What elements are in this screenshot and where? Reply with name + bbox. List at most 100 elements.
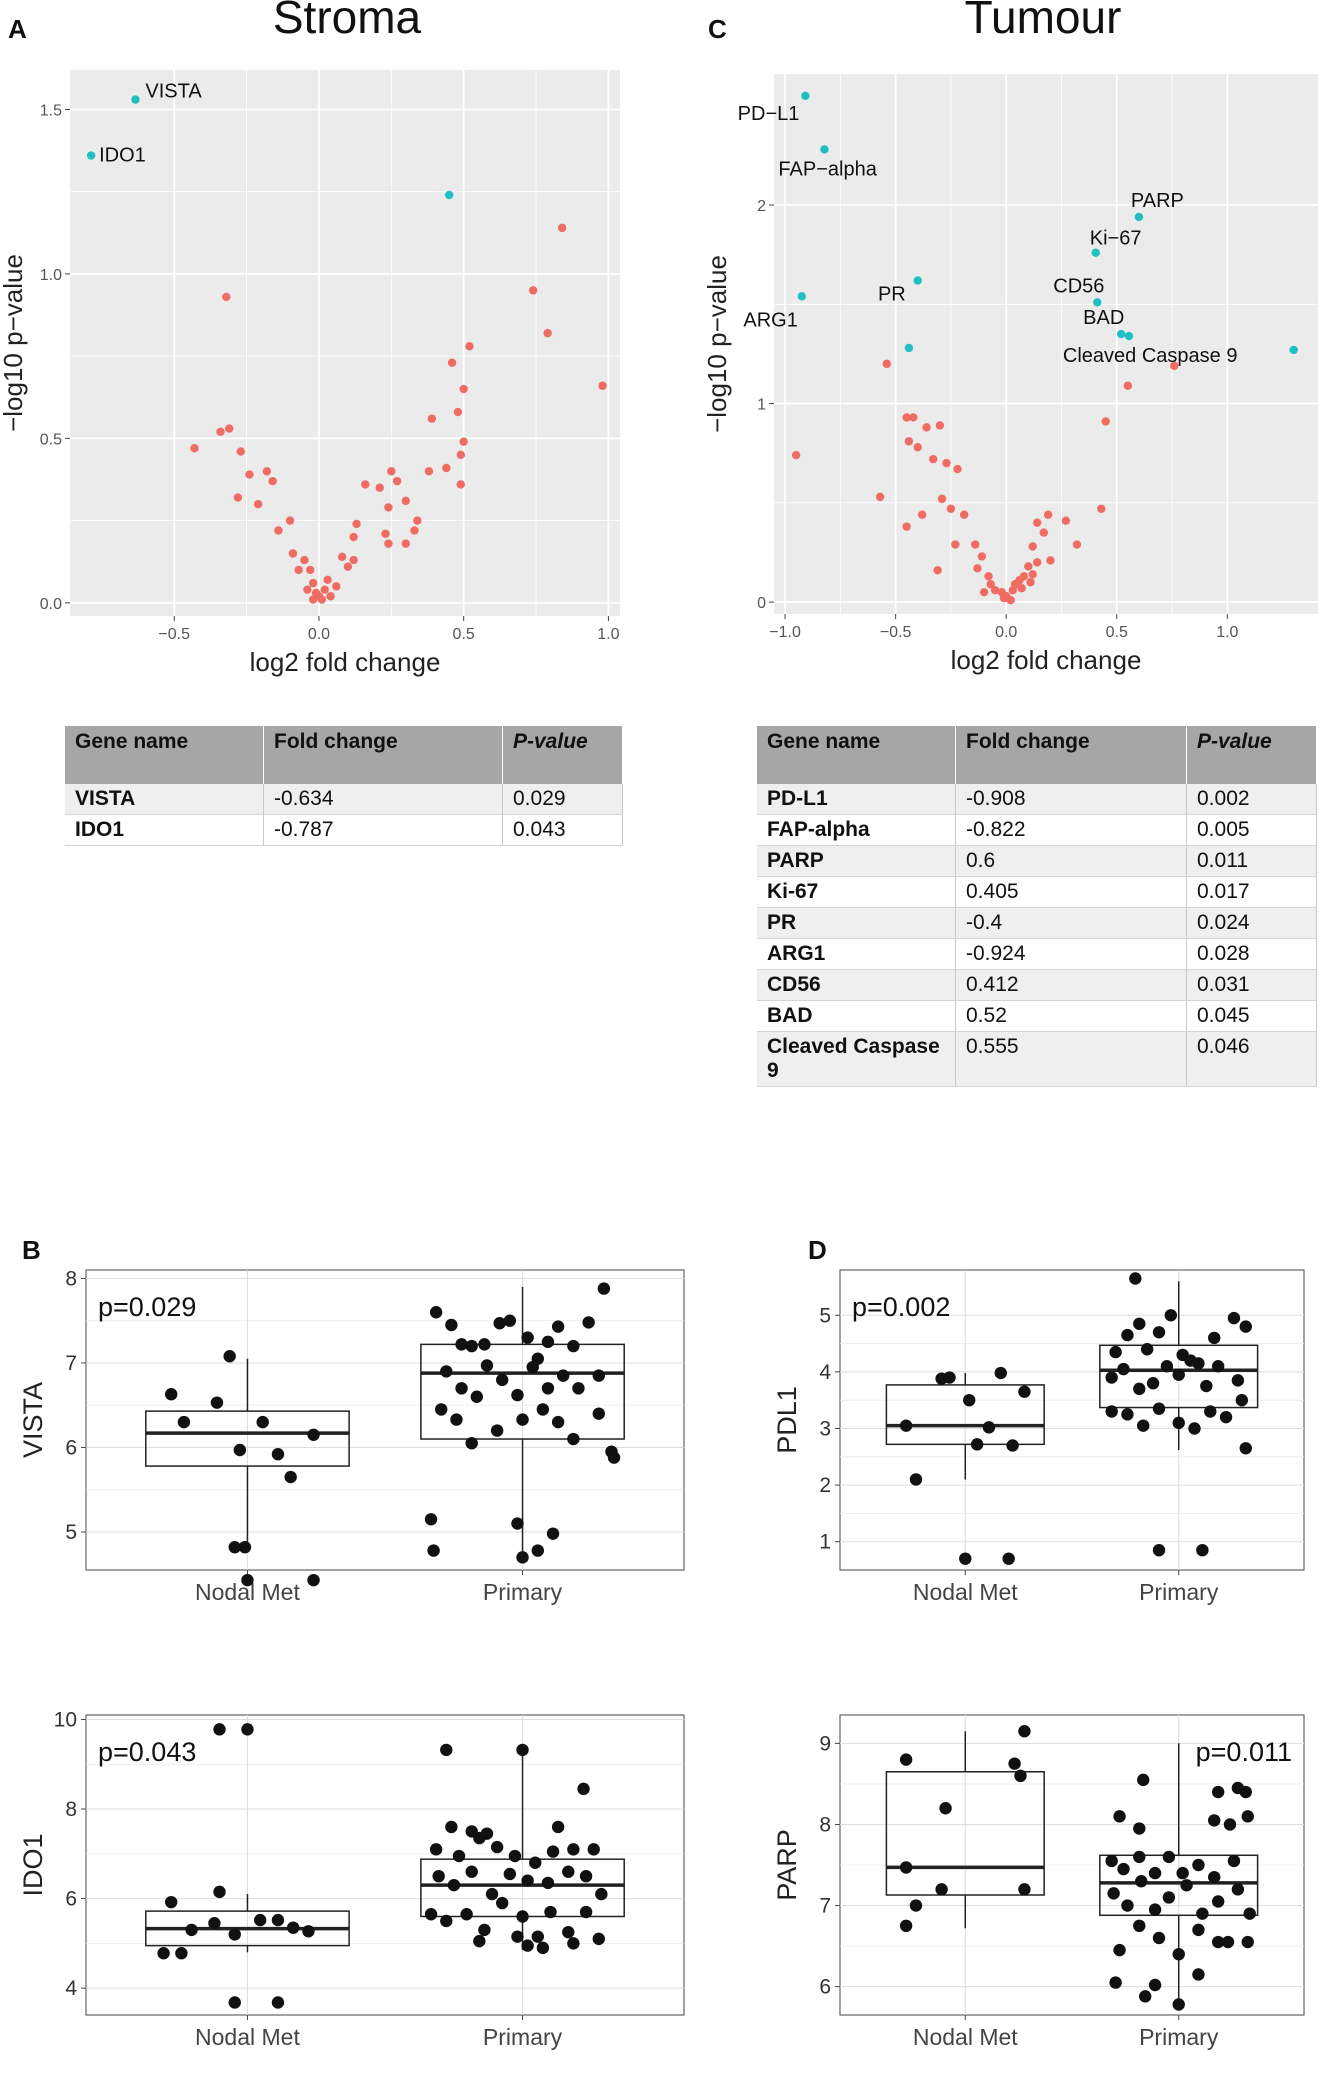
data-point-nonsignificant xyxy=(237,447,245,455)
y-tick-label: 4 xyxy=(819,1361,831,1384)
p-value-cell: 0.043 xyxy=(503,815,623,846)
x-tick-label: Primary xyxy=(483,2024,563,2050)
data-point xyxy=(175,1947,187,1959)
data-point xyxy=(239,1541,251,1553)
gene-cell: FAP-alpha xyxy=(757,815,956,846)
data-point xyxy=(223,1350,235,1362)
y-tick-label: 0.5 xyxy=(40,431,62,448)
p-value-cell: 0.005 xyxy=(1187,815,1317,846)
gene-label: ARG1 xyxy=(743,309,797,331)
data-point xyxy=(567,1937,579,1949)
data-point-nonsignificant xyxy=(268,477,276,485)
data-point xyxy=(272,1996,284,2008)
tumour-volcano-plot: −1.0 −0.5 0.0 0.5 1.0012PD−L1FAP−alphaPARPKi… xyxy=(700,60,1333,690)
data-point xyxy=(910,1473,922,1485)
data-point-nonsignificant xyxy=(1124,381,1132,389)
data-point-nonsignificant xyxy=(902,522,910,530)
data-point-significant xyxy=(131,95,139,103)
data-point xyxy=(213,1723,225,1735)
data-point-nonsignificant xyxy=(402,497,410,505)
data-point-nonsignificant xyxy=(1033,558,1041,566)
p-value-annotation: p=0.029 xyxy=(98,1292,196,1322)
data-point xyxy=(1240,1442,1252,1454)
data-point xyxy=(598,1282,610,1294)
data-point xyxy=(1204,1405,1216,1417)
tumour-plot-title: Tumour xyxy=(843,0,1243,44)
p-value-annotation: p=0.002 xyxy=(852,1292,950,1322)
x-tick-label: Nodal Met xyxy=(195,2024,300,2050)
data-point-nonsignificant xyxy=(1044,511,1052,519)
y-tick-label: 8 xyxy=(65,1267,77,1290)
data-point xyxy=(435,1403,447,1415)
data-point xyxy=(1018,1725,1030,1737)
p-value-cell: 0.031 xyxy=(1187,970,1317,1001)
data-point-nonsignificant xyxy=(274,526,282,534)
table-row: ARG1 -0.924 0.028 xyxy=(757,939,1317,970)
data-point-nonsignificant xyxy=(376,484,384,492)
data-point xyxy=(1129,1272,1141,1284)
table-row: FAP-alpha -0.822 0.005 xyxy=(757,815,1317,846)
data-point xyxy=(1149,1903,1161,1915)
x-tick-label: Primary xyxy=(483,1579,563,1605)
data-point-nonsignificant xyxy=(951,540,959,548)
data-point xyxy=(608,1451,620,1463)
data-point xyxy=(1008,1757,1020,1769)
data-point xyxy=(521,1939,533,1951)
data-point xyxy=(544,1906,556,1918)
data-point xyxy=(440,1365,452,1377)
data-point xyxy=(537,1942,549,1954)
data-point xyxy=(450,1413,462,1425)
data-point-nonsignificant xyxy=(393,477,401,485)
gene-cell: ARG1 xyxy=(757,939,956,970)
data-point-significant xyxy=(1289,346,1297,354)
data-point-nonsignificant xyxy=(289,549,297,557)
table-header-row: Gene name Fold change P-value xyxy=(757,726,1317,784)
data-point xyxy=(504,1315,516,1327)
data-point xyxy=(272,1914,284,1926)
data-point xyxy=(473,1832,485,1844)
stroma-volcano-plot: −0.5 0.0 0.5 1.00.00.51.01.5VISTAIDO1log2 f… xyxy=(0,60,640,690)
data-point-nonsignificant xyxy=(318,595,326,603)
data-point-nonsignificant xyxy=(598,382,606,390)
col-gene-name: Gene name xyxy=(65,726,264,784)
data-point-significant xyxy=(1092,248,1100,256)
data-point xyxy=(287,1921,299,1933)
p-value-annotation: p=0.043 xyxy=(98,1737,196,1767)
data-point-nonsignificant xyxy=(387,467,395,475)
data-point xyxy=(516,1413,528,1425)
y-tick-label: 6 xyxy=(65,1436,77,1459)
data-point-nonsignificant xyxy=(384,503,392,511)
p-value-cell: 0.017 xyxy=(1187,877,1317,908)
data-point-nonsignificant xyxy=(190,444,198,452)
col-p-value: P-value xyxy=(1187,726,1317,784)
data-point-significant xyxy=(87,151,95,159)
data-point xyxy=(1242,1936,1254,1948)
data-point xyxy=(521,1874,533,1886)
data-point xyxy=(1200,1380,1212,1392)
data-point xyxy=(1121,1329,1133,1341)
data-point xyxy=(1139,1990,1151,2002)
data-point-nonsignificant xyxy=(1097,505,1105,513)
data-point-nonsignificant xyxy=(338,553,346,561)
panel-letter-c: C xyxy=(708,14,727,45)
data-point-nonsignificant xyxy=(303,585,311,593)
gene-cell: Cleaved Caspase 9 xyxy=(757,1032,956,1087)
data-point xyxy=(529,1857,541,1869)
fold-change-cell: -0.4 xyxy=(956,908,1187,939)
y-tick-label: 2 xyxy=(757,198,766,215)
p-value-annotation: p=0.011 xyxy=(1196,1737,1292,1767)
table-row: Ki-67 0.405 0.017 xyxy=(757,877,1317,908)
data-point-nonsignificant xyxy=(905,437,913,445)
data-point xyxy=(473,1935,485,1947)
data-point-nonsignificant xyxy=(309,595,317,603)
data-point-nonsignificant xyxy=(245,470,253,478)
data-point-nonsignificant xyxy=(309,579,317,587)
data-point xyxy=(1240,1320,1252,1332)
p-value-cell: 0.011 xyxy=(1187,846,1317,877)
gene-cell: PD-L1 xyxy=(757,784,956,815)
tumour-gene-table: Gene name Fold change P-value PD-L1 -0.90… xyxy=(757,726,1317,1087)
data-point-nonsignificant xyxy=(402,539,410,547)
data-point-significant xyxy=(1117,330,1125,338)
data-point-significant xyxy=(905,344,913,352)
parp-boxplot: 6789Nodal Met Primaryp=0.011PARP xyxy=(760,1700,1333,2060)
